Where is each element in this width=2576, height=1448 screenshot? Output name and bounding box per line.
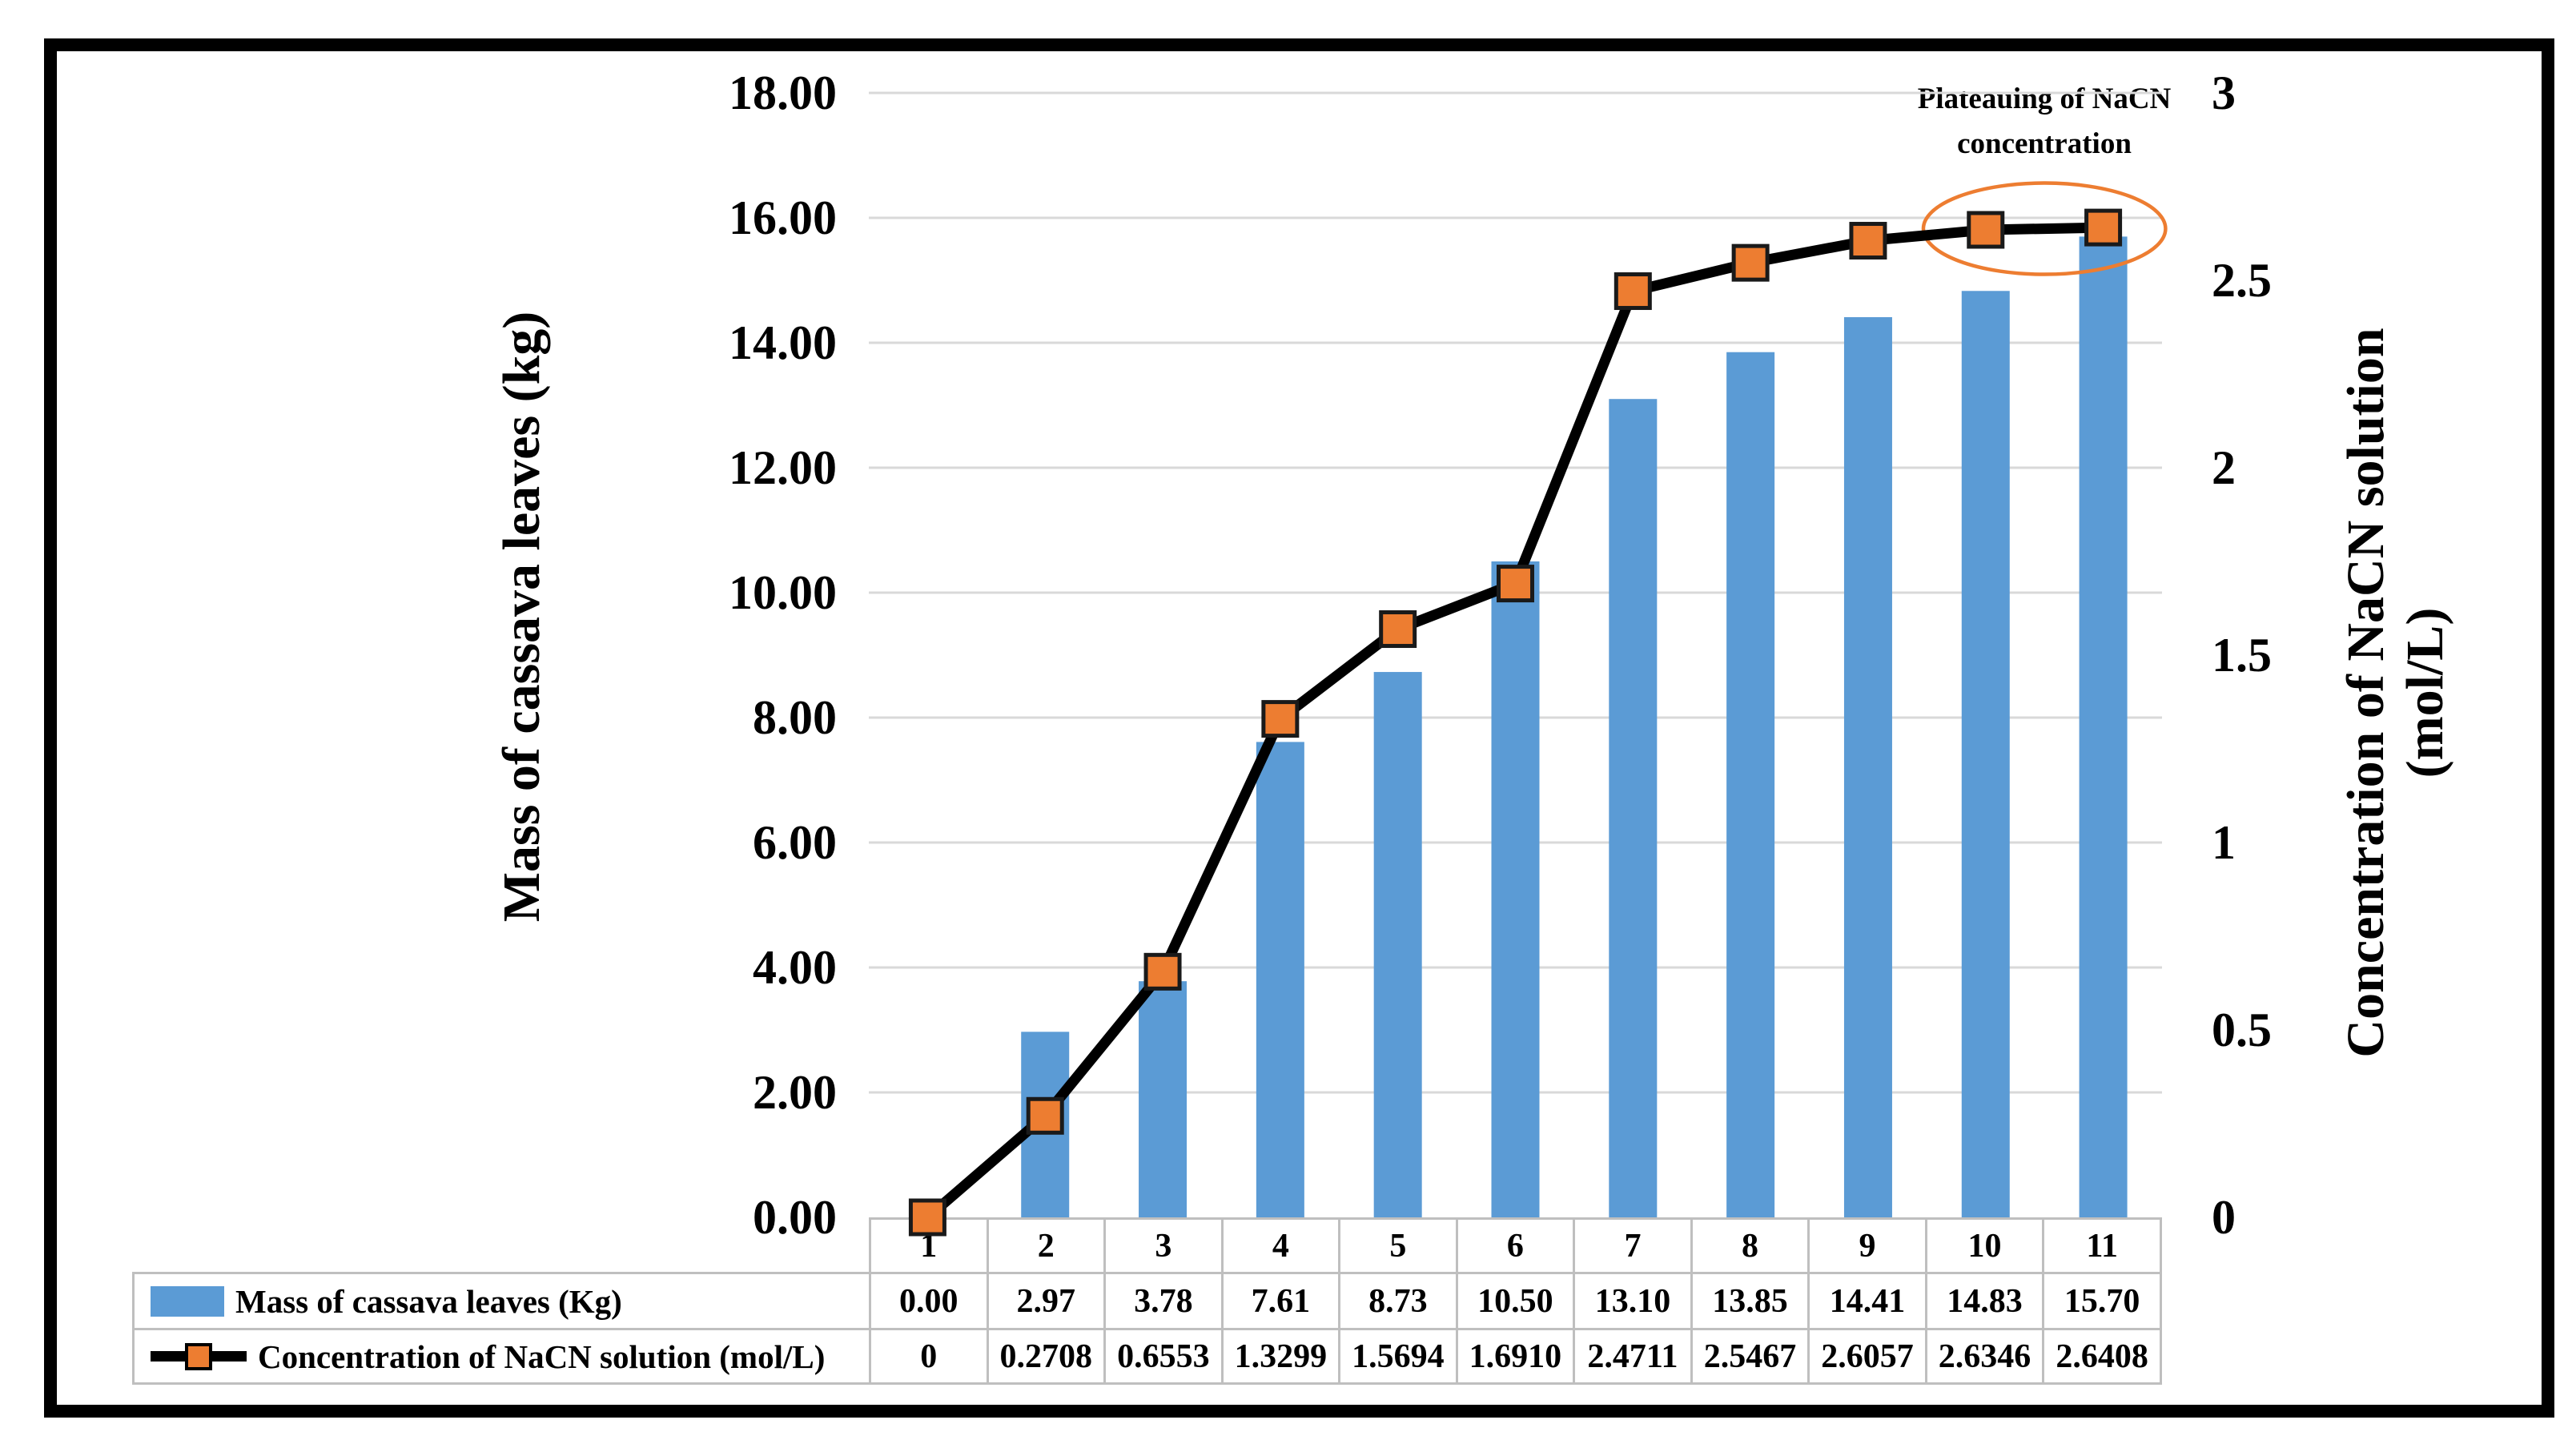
- concentration-marker: [1967, 211, 2005, 249]
- concentration-marker: [1379, 610, 1417, 649]
- right-axis-tick: 1: [2212, 816, 2236, 869]
- category-header-cell: 3: [1103, 1217, 1224, 1274]
- left-axis-tick: 12.00: [729, 441, 837, 494]
- mass-bar: [1256, 742, 1304, 1217]
- concentration-row-value-cell: 2.4711: [1573, 1328, 1693, 1385]
- category-header-cell: 7: [1573, 1217, 1693, 1274]
- concentration-row-value-cell: 2.6346: [1924, 1328, 2045, 1385]
- mass-bar: [1373, 672, 1422, 1217]
- data-table: 1 2 3 4 5 6 7 8 9 10 11 Mass of cassava leaves (Kg)…: [132, 1217, 2162, 1385]
- left-axis-tick: 0.00: [753, 1191, 837, 1244]
- mass-row-value-cell: 13.85: [1690, 1272, 1810, 1330]
- mass-row-value-cell: 8.73: [1338, 1272, 1458, 1330]
- category-header-cell: 4: [1220, 1217, 1341, 1274]
- table-corner-cell: [134, 1219, 870, 1273]
- category-header-cell: 5: [1338, 1217, 1458, 1274]
- concentration-row-legend-item: Concentration of NaCN solution (mol/L): [136, 1337, 868, 1376]
- concentration-row-value-cell: 0: [869, 1328, 989, 1385]
- concentration-marker: [2084, 208, 2123, 247]
- mass-row-value-cell: 10.50: [1455, 1272, 1576, 1330]
- right-axis-tick: 2: [2212, 441, 2236, 494]
- mass-bar: [1491, 561, 1540, 1217]
- concentration-row-value-cell: 1.3299: [1220, 1328, 1341, 1385]
- left-axis-tick: 14.00: [729, 316, 837, 369]
- concentration-row-legend-label: Concentration of NaCN solution (mol/L): [258, 1337, 826, 1375]
- concentration-marker: [1614, 272, 1652, 311]
- right-axis-title: Concentration of NaCN solution (mol/L): [2337, 328, 2455, 1057]
- category-header-cell: 9: [1807, 1217, 1927, 1274]
- category-header-cell: 6: [1455, 1217, 1576, 1274]
- concentration-row-value-cell: 1.6910: [1455, 1328, 1576, 1385]
- right-axis-tick: 0.5: [2212, 1004, 2272, 1056]
- chart-data-table: 1 2 3 4 5 6 7 8 9 10 11 Mass of cassava leaves (Kg)…: [132, 1217, 2162, 1385]
- left-axis-tick: 2.00: [753, 1066, 837, 1119]
- plateau-annotation-line2: concentration: [1957, 127, 2132, 160]
- left-axis-tick: 10.00: [729, 566, 837, 619]
- concentration-row-value-cell: 0.2708: [986, 1328, 1107, 1385]
- right-axis-tick: 1.5: [2212, 629, 2272, 682]
- category-header-cell: 8: [1690, 1217, 1810, 1274]
- mass-row-legend-item: Mass of cassava leaves (Kg): [136, 1282, 868, 1321]
- right-axis-title-line2: (mol/L): [2396, 607, 2454, 778]
- mass-row-legend: Mass of cassava leaves (Kg): [132, 1272, 871, 1330]
- mass-row-value-cell: 7.61: [1220, 1272, 1341, 1330]
- concentration-marker: [1026, 1096, 1064, 1135]
- concentration-marker: [1849, 222, 1887, 260]
- figure-border-frame: [44, 38, 2554, 1418]
- concentration-marker: [908, 1198, 946, 1237]
- mass-row-value-cell: 15.70: [2042, 1272, 2162, 1330]
- plateau-ellipse: [1921, 181, 2168, 276]
- mass-bar: [1139, 981, 1188, 1217]
- concentration-row: Concentration of NaCN solution (mol/L) 0 0…: [132, 1328, 2162, 1385]
- left-axis-tick: 18.00: [729, 66, 837, 119]
- mass-row-value-cell: 14.83: [1924, 1272, 2045, 1330]
- left-axis-tick: 6.00: [753, 816, 837, 869]
- mass-bar: [1609, 399, 1658, 1217]
- line-marker-icon: [151, 1342, 247, 1370]
- mass-row-value-cell: 3.78: [1103, 1272, 1224, 1330]
- category-header-cell: 11: [2042, 1217, 2162, 1274]
- mass-bar: [1961, 291, 2010, 1217]
- plateau-annotation-line1: Plateauing of NaCN: [1917, 82, 2172, 115]
- right-axis-tick: 3: [2212, 66, 2236, 119]
- right-axis-title-line1: Concentration of NaCN solution: [2337, 328, 2396, 1058]
- category-header-cell: 2: [986, 1217, 1107, 1274]
- concentration-marker: [1143, 952, 1182, 991]
- table-header-row: 1 2 3 4 5 6 7 8 9 10 11: [134, 1217, 2162, 1274]
- mass-bar: [1843, 317, 1892, 1217]
- mass-row: Mass of cassava leaves (Kg) 0.00 2.97 3.78 7…: [132, 1272, 2162, 1330]
- concentration-marker: [1731, 243, 1770, 282]
- mass-bar: [2079, 236, 2128, 1217]
- mass-row-value-cell: 2.97: [986, 1272, 1107, 1330]
- mass-row-value-cell: 13.10: [1573, 1272, 1693, 1330]
- concentration-row-value-cell: 2.6057: [1807, 1328, 1927, 1385]
- concentration-row-value-cell: 1.5694: [1338, 1328, 1458, 1385]
- concentration-row-value-cell: 0.6553: [1103, 1328, 1224, 1385]
- category-header-cell: 10: [1924, 1217, 2045, 1274]
- concentration-row-value-cell: 2.5467: [1690, 1328, 1810, 1385]
- right-axis-tick: 0: [2212, 1191, 2236, 1244]
- concentration-row-value-cell: 2.6408: [2042, 1328, 2162, 1385]
- mass-row-legend-label: Mass of cassava leaves (Kg): [235, 1282, 622, 1320]
- left-axis-tick: 4.00: [753, 941, 837, 994]
- plot-area: [869, 91, 2168, 1237]
- right-axis-tick: 2.5: [2212, 254, 2272, 307]
- left-axis-tick: 16.00: [729, 191, 837, 244]
- concentration-row-legend: Concentration of NaCN solution (mol/L): [132, 1328, 871, 1385]
- mass-row-value-cell: 14.41: [1807, 1272, 1927, 1330]
- mass-row-value-cell: 0.00: [869, 1272, 989, 1330]
- left-axis-tick: 8.00: [753, 691, 837, 744]
- concentration-marker: [1497, 565, 1534, 603]
- concentration-marker: [1261, 700, 1300, 738]
- mass-series-swatch-icon: [151, 1285, 224, 1317]
- mass-bar: [1726, 352, 1775, 1218]
- plateau-annotation: Plateauing of NaCN concentration: [1852, 77, 2236, 166]
